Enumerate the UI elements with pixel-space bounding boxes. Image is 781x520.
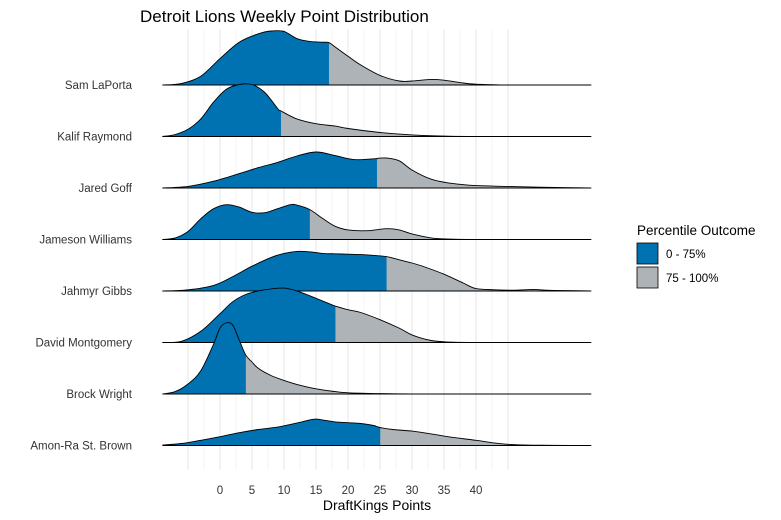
ridge-outline-amon-ra-st-brown bbox=[162, 418, 592, 446]
x-tick-label: 25 bbox=[374, 485, 387, 497]
legend: Percentile Outcome 0 - 75% 75 - 100% bbox=[636, 223, 756, 289]
ridge-outline-jameson-williams bbox=[162, 203, 592, 240]
y-label-amon-ra-st-brown: Amon-Ra St. Brown bbox=[30, 441, 132, 453]
x-tick-label: 15 bbox=[310, 485, 323, 497]
x-tick-label: 40 bbox=[470, 485, 483, 497]
legend-title: Percentile Outcome bbox=[637, 223, 756, 238]
y-label-david-montgomery: David Montgomery bbox=[35, 338, 132, 350]
x-tick-label: 20 bbox=[342, 485, 355, 497]
x-tick-label: 35 bbox=[438, 485, 451, 497]
y-label-brock-wright: Brock Wright bbox=[66, 389, 132, 401]
ridge-outline-kalif-raymond bbox=[162, 83, 592, 137]
legend-label-low: 0 - 75% bbox=[666, 249, 706, 261]
x-tick-label: 5 bbox=[249, 485, 255, 497]
y-label-kalif-raymond: Kalif Raymond bbox=[57, 132, 132, 144]
x-tick-label: 0 bbox=[217, 485, 223, 497]
ridge-outline-jared-goff bbox=[162, 151, 592, 189]
legend-label-high: 75 - 100% bbox=[666, 273, 718, 285]
y-label-jared-goff: Jared Goff bbox=[79, 183, 133, 195]
ridge-fill-low-jared-goff bbox=[162, 151, 377, 188]
y-label-jahmyr-gibbs: Jahmyr Gibbs bbox=[61, 286, 132, 298]
y-label-sam-laporta: Sam LaPorta bbox=[65, 80, 133, 92]
x-axis-title: DraftKings Points bbox=[323, 497, 431, 513]
legend-swatch-high bbox=[636, 266, 659, 289]
ridge-fill-high-jared-goff bbox=[376, 151, 592, 188]
x-tick-label: 30 bbox=[406, 485, 419, 497]
legend-swatch-low bbox=[636, 242, 659, 265]
ridges bbox=[162, 30, 592, 446]
ridge-fill-high-jameson-williams bbox=[309, 204, 592, 240]
y-label-jameson-williams: Jameson Williams bbox=[39, 235, 132, 247]
chart-title: Detroit Lions Weekly Point Distribution bbox=[140, 7, 429, 26]
x-axis-ticks: 0 5 10 15 20 25 30 35 40 bbox=[217, 485, 483, 497]
ridge-fill-high-jahmyr-gibbs bbox=[386, 251, 592, 291]
x-tick-label: 10 bbox=[278, 485, 291, 497]
ridge-jahmyr-gibbs bbox=[162, 250, 592, 292]
y-axis-labels: Sam LaPorta Kalif Raymond Jared Goff Jameso… bbox=[30, 80, 132, 453]
ridge-outline-sam-laporta bbox=[162, 30, 592, 86]
ridge-outline-jahmyr-gibbs bbox=[162, 250, 592, 292]
